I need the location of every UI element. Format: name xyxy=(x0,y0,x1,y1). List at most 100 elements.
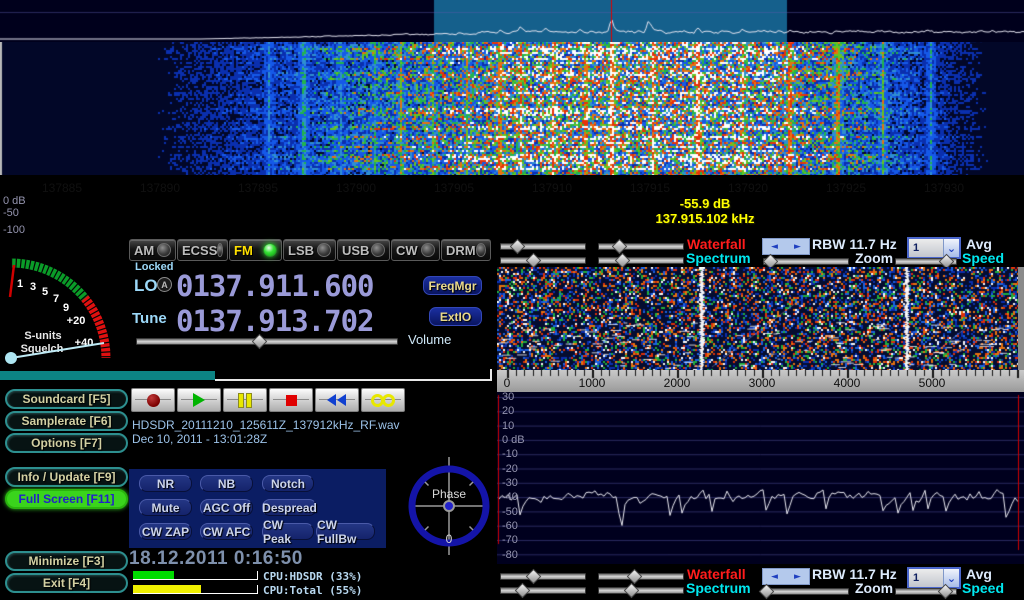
zoom-slider[interactable] xyxy=(762,253,849,270)
info-update-button[interactable]: Info / Update [F9] xyxy=(5,467,128,487)
phase-value: 0 xyxy=(446,532,453,546)
minimize-button[interactable]: Minimize [F3] xyxy=(5,551,128,571)
wf-shift-control[interactable]: ◄ ► xyxy=(762,238,810,255)
auto-badge[interactable]: A xyxy=(157,277,172,292)
rf-scale-label: 137910 xyxy=(531,181,573,195)
mode-am[interactable]: AM xyxy=(129,239,176,261)
pause-button[interactable] xyxy=(223,388,267,412)
zoom-label-2: Zoom xyxy=(855,580,894,596)
arrow-left-icon[interactable]: ◄ xyxy=(771,241,778,252)
spectrum-label[interactable]: Spectrum xyxy=(686,250,751,266)
squelch-level-bar[interactable] xyxy=(0,371,215,380)
play-icon xyxy=(193,393,205,407)
options-button[interactable]: Options [F7] xyxy=(5,433,128,453)
record-button[interactable] xyxy=(131,388,175,412)
stop-button[interactable] xyxy=(269,388,313,412)
zoom-slider-2[interactable] xyxy=(758,583,849,600)
cpu-hdsdr-fill xyxy=(133,571,174,579)
mode-lsb[interactable]: LSB xyxy=(283,239,336,261)
extio-button[interactable]: ExtIO xyxy=(429,307,482,326)
af-frequency-scale[interactable] xyxy=(497,370,1024,392)
speed-slider[interactable] xyxy=(895,253,957,270)
rbw-label: RBW 11.7 Hz xyxy=(812,236,897,252)
samplerate-button[interactable]: Samplerate [F6] xyxy=(5,411,128,431)
agc-button[interactable]: AGC Off xyxy=(200,499,253,516)
notch-button[interactable]: Notch xyxy=(262,475,314,492)
avg-dropdown[interactable]: 1 ⌄ xyxy=(907,237,961,259)
rf-spectrum-display[interactable] xyxy=(0,0,1024,42)
squelch-needle[interactable] xyxy=(10,342,105,359)
play-button[interactable] xyxy=(177,388,221,412)
af-spectrum-display[interactable] xyxy=(497,392,1024,564)
af-db-label: -20 xyxy=(502,463,518,475)
rf-scale-label: 137890 xyxy=(139,181,181,195)
af-waterfall-display[interactable] xyxy=(497,267,1018,370)
rf-scale-label: 137900 xyxy=(335,181,377,195)
sp-range-slider-2[interactable] xyxy=(598,582,684,599)
af-db-label: -80 xyxy=(502,549,518,561)
arrow-right-icon[interactable]: ► xyxy=(794,241,801,252)
arrow-left-icon[interactable]: ◄ xyxy=(771,571,778,582)
nb-button[interactable]: NB xyxy=(200,475,253,492)
recording-timestamp: Dec 10, 2011 - 13:01:28Z xyxy=(132,432,268,446)
mode-usb[interactable]: USB xyxy=(337,239,390,261)
spectrum-label-2[interactable]: Spectrum xyxy=(686,580,751,596)
rf-scale-label: 137895 xyxy=(237,181,279,195)
cw-zap-button[interactable]: CW ZAP xyxy=(139,523,192,540)
waterfall-label-2[interactable]: Waterfall xyxy=(687,566,746,582)
nr-button[interactable]: NR xyxy=(139,475,192,492)
wf-brightness-slider-2[interactable] xyxy=(500,568,586,585)
mode-fm[interactable]: FM xyxy=(229,239,282,261)
soundcard-button[interactable]: Soundcard [F5] xyxy=(5,389,128,409)
phase-knob[interactable] xyxy=(443,500,455,512)
rewind-button[interactable] xyxy=(315,388,359,412)
smeter-tick-7: 7 xyxy=(53,293,59,305)
mode-drm[interactable]: DRM xyxy=(441,239,491,261)
waterfall-label[interactable]: Waterfall xyxy=(687,236,746,252)
mute-button[interactable]: Mute xyxy=(139,499,192,516)
mode-led-active xyxy=(263,243,277,257)
wf-brightness-slider[interactable] xyxy=(500,238,586,255)
wf-contrast-slider[interactable] xyxy=(598,238,684,255)
smeter-tick-20: +20 xyxy=(67,315,86,327)
mode-cw[interactable]: CW xyxy=(391,239,440,261)
cw-peak-button[interactable]: CW Peak xyxy=(262,518,314,546)
smeter-tick-9: 9 xyxy=(63,302,69,314)
af-scale-label: 5000 xyxy=(918,376,946,390)
mode-led xyxy=(217,243,223,257)
s-meter: 1 3 5 7 9 +20 +40 S-units Squelch xyxy=(5,258,111,364)
wf-contrast-slider-2[interactable] xyxy=(598,568,684,585)
loop-button[interactable] xyxy=(361,388,405,412)
mode-led xyxy=(371,243,385,257)
volume-slider-thumb[interactable] xyxy=(251,333,268,350)
despread-button[interactable]: Despread xyxy=(262,499,317,516)
rf-scale-label: 137930 xyxy=(923,181,965,195)
exit-button[interactable]: Exit [F4] xyxy=(5,573,128,593)
af-scale-label: 4000 xyxy=(833,376,861,390)
sp-gain-slider[interactable] xyxy=(500,252,586,269)
freqmgr-button[interactable]: FreqMgr xyxy=(423,276,482,295)
sp-gain-slider-2[interactable] xyxy=(500,582,586,599)
dropdown-arrow-icon[interactable]: ⌄ xyxy=(943,569,959,587)
lo-frequency-display[interactable]: 0137.911.600 xyxy=(176,269,375,303)
record-icon xyxy=(146,393,160,407)
af-db-label: -40 xyxy=(502,491,518,503)
cursor-freq-value: 137.915.102 kHz xyxy=(655,211,755,226)
wf-shift-control-2[interactable]: ◄ ► xyxy=(762,568,810,585)
sp-range-slider[interactable] xyxy=(598,252,684,269)
cw-fullbw-button[interactable]: CW FullBw xyxy=(316,518,375,546)
speed-slider-2[interactable] xyxy=(895,583,957,600)
af-db-label: 20 xyxy=(502,405,515,417)
dropdown-arrow-icon[interactable]: ⌄ xyxy=(943,239,959,257)
avg-value: 1 xyxy=(913,242,920,254)
cpu-total-label: CPU:Total (55%) xyxy=(263,584,363,597)
phase-dial[interactable]: Phase 0 xyxy=(404,454,494,558)
volume-slider[interactable] xyxy=(136,333,398,350)
mode-ecss[interactable]: ECSS xyxy=(177,239,228,261)
fullscreen-button[interactable]: Full Screen [F11] xyxy=(5,489,128,509)
arrow-right-icon[interactable]: ► xyxy=(794,571,801,582)
tune-frequency-display[interactable]: 0137.913.702 xyxy=(176,304,375,338)
cw-afc-button[interactable]: CW AFC xyxy=(200,523,253,540)
rf-scale-label: 137905 xyxy=(433,181,475,195)
rewind-icon xyxy=(327,394,347,406)
